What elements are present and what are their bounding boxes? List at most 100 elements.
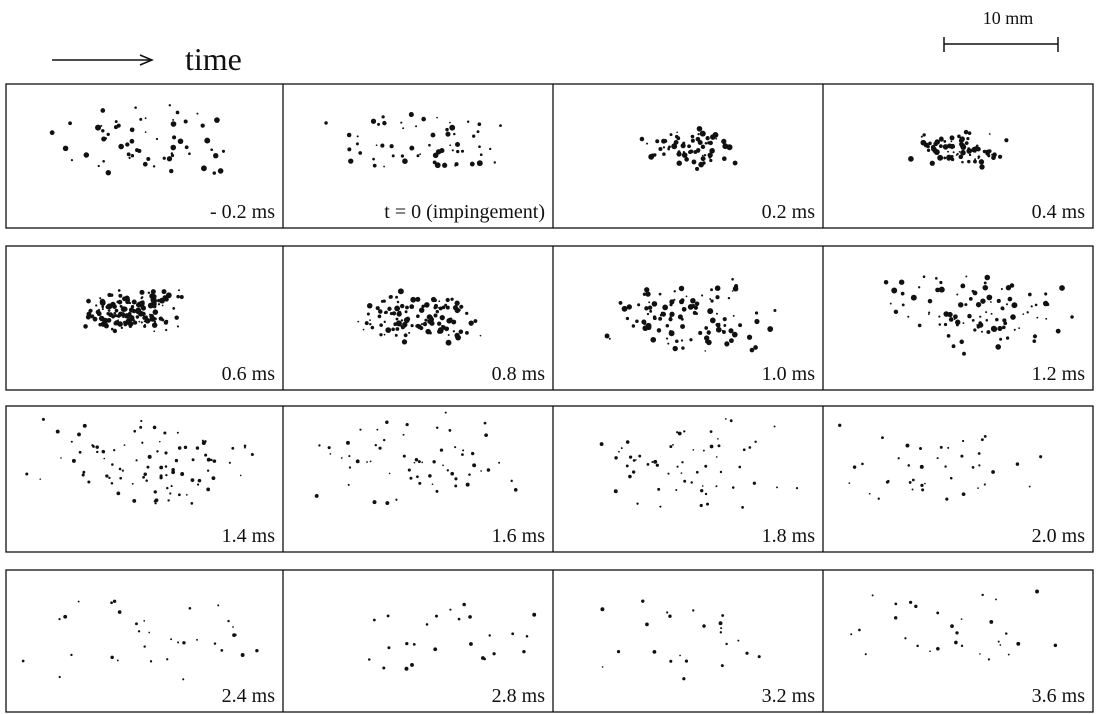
- droplet: [710, 299, 714, 303]
- panel-row: [5, 245, 1094, 391]
- droplet: [960, 644, 964, 648]
- droplet: [154, 502, 157, 505]
- droplet: [114, 308, 119, 313]
- droplet: [101, 449, 106, 454]
- panel-label: 1.0 ms: [762, 363, 816, 385]
- droplet: [646, 312, 650, 316]
- droplet: [116, 491, 121, 496]
- droplet: [402, 454, 406, 458]
- droplet: [214, 117, 220, 123]
- droplet: [669, 303, 673, 307]
- droplet: [139, 117, 143, 121]
- droplet: [176, 431, 179, 434]
- droplet: [372, 163, 377, 168]
- droplet: [376, 428, 379, 431]
- droplet: [696, 149, 700, 153]
- droplet: [184, 145, 189, 150]
- droplet: [709, 444, 714, 449]
- droplet: [976, 325, 980, 329]
- droplet: [394, 333, 398, 337]
- droplet: [628, 474, 632, 479]
- droplet: [677, 431, 682, 436]
- droplet: [748, 446, 752, 449]
- droplet: [147, 291, 151, 295]
- droplet: [409, 304, 415, 310]
- droplet: [1026, 311, 1029, 314]
- droplet: [154, 299, 158, 303]
- droplet: [383, 333, 386, 336]
- droplet: [110, 601, 113, 605]
- droplet: [663, 139, 668, 144]
- spray-image: [83, 289, 184, 334]
- time-label: time: [185, 41, 242, 77]
- droplet: [232, 626, 234, 628]
- droplet: [626, 304, 632, 310]
- droplet: [400, 121, 403, 124]
- droplet: [904, 637, 907, 640]
- droplet: [690, 134, 695, 139]
- droplet: [191, 458, 195, 462]
- droplet: [63, 614, 68, 619]
- droplet: [416, 314, 420, 319]
- droplet: [987, 154, 991, 158]
- droplet: [936, 611, 940, 615]
- droplet: [204, 453, 208, 457]
- droplet: [377, 309, 383, 314]
- droplet: [722, 317, 727, 322]
- droplet: [116, 314, 121, 318]
- droplet: [980, 330, 984, 333]
- droplet: [702, 624, 706, 628]
- droplet: [164, 465, 168, 468]
- droplet: [135, 315, 140, 319]
- droplet: [729, 419, 733, 423]
- droplet: [717, 444, 721, 448]
- droplet: [1010, 314, 1016, 320]
- droplet: [639, 136, 645, 142]
- droplet: [118, 293, 123, 298]
- droplet: [692, 609, 695, 612]
- droplet: [217, 168, 224, 174]
- droplet: [132, 498, 137, 503]
- droplet: [346, 440, 350, 445]
- droplet: [704, 492, 708, 496]
- droplet: [403, 333, 408, 338]
- droplet: [107, 309, 111, 312]
- droplet: [1039, 455, 1043, 459]
- droplet: [130, 154, 135, 158]
- droplet: [959, 136, 965, 142]
- droplet: [604, 333, 610, 339]
- droplet: [459, 304, 464, 309]
- droplet: [113, 125, 118, 130]
- droplet: [121, 469, 124, 472]
- droplet: [117, 321, 123, 327]
- droplet: [653, 153, 657, 157]
- droplet: [172, 118, 175, 121]
- droplet: [978, 159, 985, 165]
- droplet: [938, 315, 941, 318]
- droplet: [949, 135, 955, 141]
- panel-label: t = 0 (impingement): [384, 201, 545, 223]
- droplet: [410, 324, 414, 328]
- droplet: [1016, 641, 1021, 646]
- droplet: [101, 308, 104, 311]
- droplet: [434, 162, 441, 169]
- droplet: [648, 301, 651, 304]
- droplet: [698, 330, 703, 336]
- droplet: [176, 325, 180, 328]
- droplet: [864, 653, 867, 656]
- droplet: [795, 487, 799, 490]
- droplet: [723, 324, 727, 327]
- droplet: [188, 606, 192, 610]
- droplet: [955, 319, 961, 325]
- droplet: [469, 642, 473, 646]
- droplet: [454, 162, 459, 167]
- droplet: [721, 614, 725, 617]
- droplet: [448, 428, 452, 432]
- spray-image: [324, 112, 502, 169]
- droplet: [625, 440, 630, 444]
- droplet: [659, 147, 662, 150]
- droplet: [428, 474, 432, 478]
- droplet: [83, 152, 90, 158]
- droplet: [684, 157, 689, 162]
- droplet: [701, 294, 704, 297]
